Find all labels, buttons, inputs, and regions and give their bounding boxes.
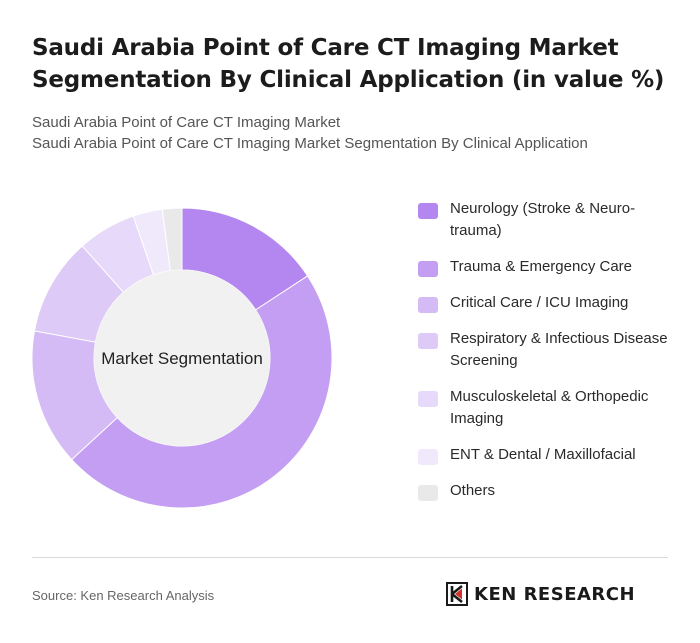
- ken-research-logo-icon: [446, 582, 468, 606]
- chart-title: Saudi Arabia Point of Care CT Imaging Ma…: [32, 35, 665, 93]
- legend-item: Neurology (Stroke & Neuro-trauma): [418, 198, 678, 242]
- donut-slice: [70, 275, 333, 509]
- legend-item: Trauma & Emergency Care: [418, 256, 678, 278]
- donut-center-label: Market Segmentation: [101, 349, 263, 368]
- legend-label: Trauma & Emergency Care: [450, 258, 633, 275]
- legend-label: Others: [450, 482, 496, 499]
- legend-swatch: [418, 485, 438, 501]
- chart-subtitle: Saudi Arabia Point of Care CT Imaging Ma…: [32, 112, 672, 154]
- legend-item: Respiratory & Infectious Disease Screeni…: [418, 328, 678, 372]
- legend-label: Respiratory & Infectious Disease Screeni…: [450, 330, 668, 369]
- chart-legend: Neurology (Stroke & Neuro-trauma) Trauma…: [418, 198, 678, 516]
- legend-item: Others: [418, 480, 678, 502]
- legend-item: ENT & Dental / Maxillofacial: [418, 444, 678, 466]
- brand-logo: KEN RESEARCH: [446, 582, 635, 606]
- legend-swatch: [418, 203, 438, 219]
- legend-swatch: [418, 449, 438, 465]
- legend-item: Musculoskeletal & Orthopedic Imaging: [418, 386, 678, 430]
- legend-label: Musculoskeletal & Orthopedic Imaging: [450, 388, 649, 427]
- subtitle-line-1: Saudi Arabia Point of Care CT Imaging Ma…: [32, 114, 341, 131]
- legend-label: Neurology (Stroke & Neuro-trauma): [450, 200, 636, 239]
- source-note: Source: Ken Research Analysis: [32, 588, 215, 603]
- donut-center: [94, 270, 270, 446]
- legend-item: Critical Care / ICU Imaging: [418, 292, 678, 314]
- legend-swatch: [418, 297, 438, 313]
- donut-chart: Market Segmentation: [31, 207, 333, 509]
- subtitle-line-2: Saudi Arabia Point of Care CT Imaging Ma…: [32, 135, 588, 152]
- legend-swatch: [418, 391, 438, 407]
- footer-divider: [32, 557, 668, 558]
- legend-label: Critical Care / ICU Imaging: [450, 294, 629, 311]
- legend-label: ENT & Dental / Maxillofacial: [450, 446, 636, 463]
- brand-name: KEN RESEARCH: [474, 583, 636, 605]
- legend-swatch: [418, 333, 438, 349]
- legend-swatch: [418, 261, 438, 277]
